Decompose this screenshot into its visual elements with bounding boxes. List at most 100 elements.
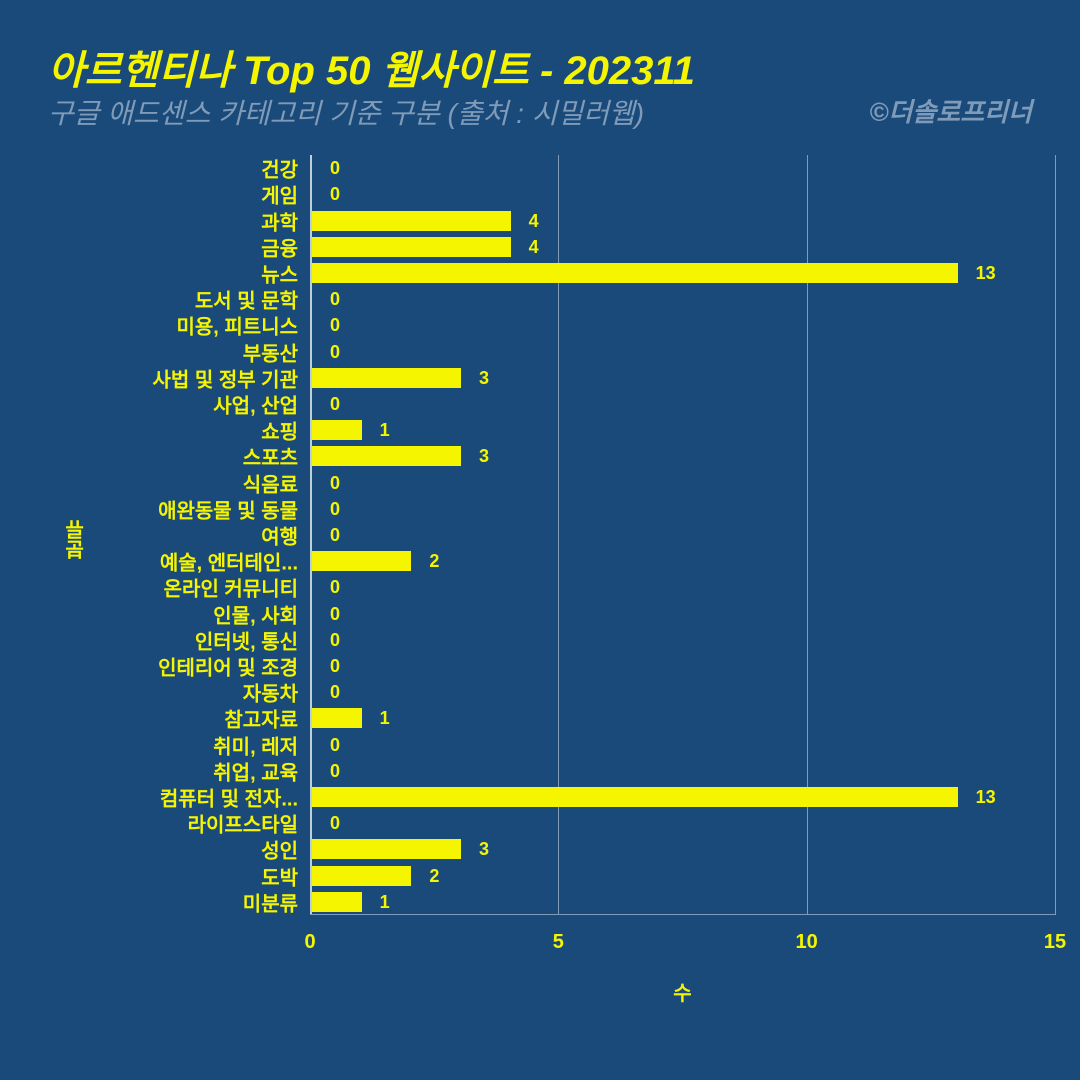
- bar-value-label: 0: [330, 394, 340, 415]
- bar-value-label: 3: [479, 839, 489, 860]
- bar-fill: [312, 368, 461, 388]
- category-label: 과학: [261, 206, 298, 235]
- bar-value-label: 0: [330, 158, 340, 179]
- bar: 0: [310, 630, 1055, 650]
- category-label: 참고자료: [224, 704, 298, 733]
- category-label: 미용, 피트니스: [176, 311, 298, 340]
- bar-fill: [312, 211, 511, 231]
- bar-value-label: 0: [330, 761, 340, 782]
- bar: 2: [310, 866, 1055, 886]
- category-label: 성인: [261, 835, 298, 864]
- bar: 4: [310, 211, 1055, 231]
- bar: 0: [310, 289, 1055, 309]
- chart-title: 아르헨티나 Top 50 웹사이트 - 202311: [48, 38, 695, 96]
- chart-plot-area: 0044130003013000200000100130321: [310, 155, 1055, 915]
- bar-value-label: 0: [330, 342, 340, 363]
- bar-value-label: 0: [330, 525, 340, 546]
- bar-value-label: 0: [330, 604, 340, 625]
- bar: 4: [310, 237, 1055, 257]
- category-label: 부동산: [243, 337, 298, 366]
- category-label: 취업, 교육: [213, 756, 298, 785]
- bar: 0: [310, 761, 1055, 781]
- bar-value-label: 0: [330, 656, 340, 677]
- category-label: 금융: [261, 232, 298, 261]
- x-axis-line: [310, 914, 1055, 915]
- category-label: 애완동물 및 동물: [158, 494, 298, 523]
- bar: 0: [310, 813, 1055, 833]
- x-tick-label: 5: [553, 931, 564, 954]
- bar: 13: [310, 263, 1055, 283]
- category-label: 인물, 사회: [213, 599, 298, 628]
- bar-value-label: 0: [330, 315, 340, 336]
- category-label: 인터넷, 통신: [195, 625, 298, 654]
- bar-value-label: 3: [479, 368, 489, 389]
- bar: 0: [310, 394, 1055, 414]
- bar-value-label: 0: [330, 630, 340, 651]
- bar: 1: [310, 708, 1055, 728]
- bar-value-label: 13: [976, 787, 996, 808]
- chart-subtitle: 구글 애드센스 카테고리 기준 구분 (출처 : 시밀러웹): [48, 92, 644, 132]
- bar: 0: [310, 499, 1055, 519]
- category-label: 뉴스: [261, 258, 298, 287]
- category-label: 게임: [261, 180, 298, 209]
- bar-value-label: 0: [330, 184, 340, 205]
- bar-value-label: 1: [380, 708, 390, 729]
- bar: 0: [310, 158, 1055, 178]
- x-tick-label: 0: [304, 931, 315, 954]
- y-axis-label: 분류: [62, 520, 91, 560]
- category-label: 사업, 산업: [213, 389, 298, 418]
- category-label: 여행: [261, 521, 298, 550]
- bar-value-label: 13: [976, 263, 996, 284]
- bar-fill: [312, 446, 461, 466]
- bar-fill: [312, 787, 958, 807]
- bar-value-label: 0: [330, 473, 340, 494]
- bar-fill: [312, 551, 411, 571]
- bar-value-label: 2: [429, 551, 439, 572]
- bar-fill: [312, 866, 411, 886]
- gridline: [1055, 155, 1056, 915]
- x-tick-label: 15: [1044, 931, 1066, 954]
- bar: 0: [310, 735, 1055, 755]
- bar: 0: [310, 577, 1055, 597]
- bar-fill: [312, 420, 362, 440]
- bar-value-label: 0: [330, 577, 340, 598]
- bar-value-label: 0: [330, 735, 340, 756]
- bar: 0: [310, 656, 1055, 676]
- bar: 1: [310, 892, 1055, 912]
- category-label: 자동차: [243, 678, 298, 707]
- bar: 3: [310, 839, 1055, 859]
- bar-value-label: 0: [330, 682, 340, 703]
- bar: 3: [310, 368, 1055, 388]
- category-label: 도박: [261, 861, 298, 890]
- bar: 0: [310, 604, 1055, 624]
- category-label: 온라인 커뮤니티: [164, 573, 298, 602]
- bar-fill: [312, 263, 958, 283]
- x-tick-label: 10: [796, 931, 818, 954]
- category-label: 스포츠: [243, 442, 298, 471]
- category-label: 라이프스타일: [188, 809, 298, 838]
- bar-fill: [312, 839, 461, 859]
- bar: 3: [310, 446, 1055, 466]
- bar-fill: [312, 708, 362, 728]
- category-label: 취미, 레저: [213, 730, 298, 759]
- category-label: 쇼핑: [261, 416, 298, 445]
- bar: 0: [310, 184, 1055, 204]
- bar-value-label: 0: [330, 813, 340, 834]
- bar: 1: [310, 420, 1055, 440]
- bar-value-label: 3: [479, 446, 489, 467]
- category-label: 컴퓨터 및 전자...: [160, 783, 298, 812]
- category-label: 사법 및 정부 기관: [153, 363, 298, 392]
- category-label: 도서 및 문학: [195, 285, 298, 314]
- category-label: 식음료: [243, 468, 298, 497]
- bar: 2: [310, 551, 1055, 571]
- category-label: 건강: [261, 154, 298, 183]
- bar-value-label: 2: [429, 866, 439, 887]
- bar: 0: [310, 682, 1055, 702]
- category-label: 인테리어 및 조경: [158, 652, 298, 681]
- bar-fill: [312, 237, 511, 257]
- bar-value-label: 1: [380, 420, 390, 441]
- x-axis-label: 수: [673, 977, 691, 1006]
- category-label: 미분류: [243, 887, 298, 916]
- bar-value-label: 0: [330, 499, 340, 520]
- bar: 0: [310, 473, 1055, 493]
